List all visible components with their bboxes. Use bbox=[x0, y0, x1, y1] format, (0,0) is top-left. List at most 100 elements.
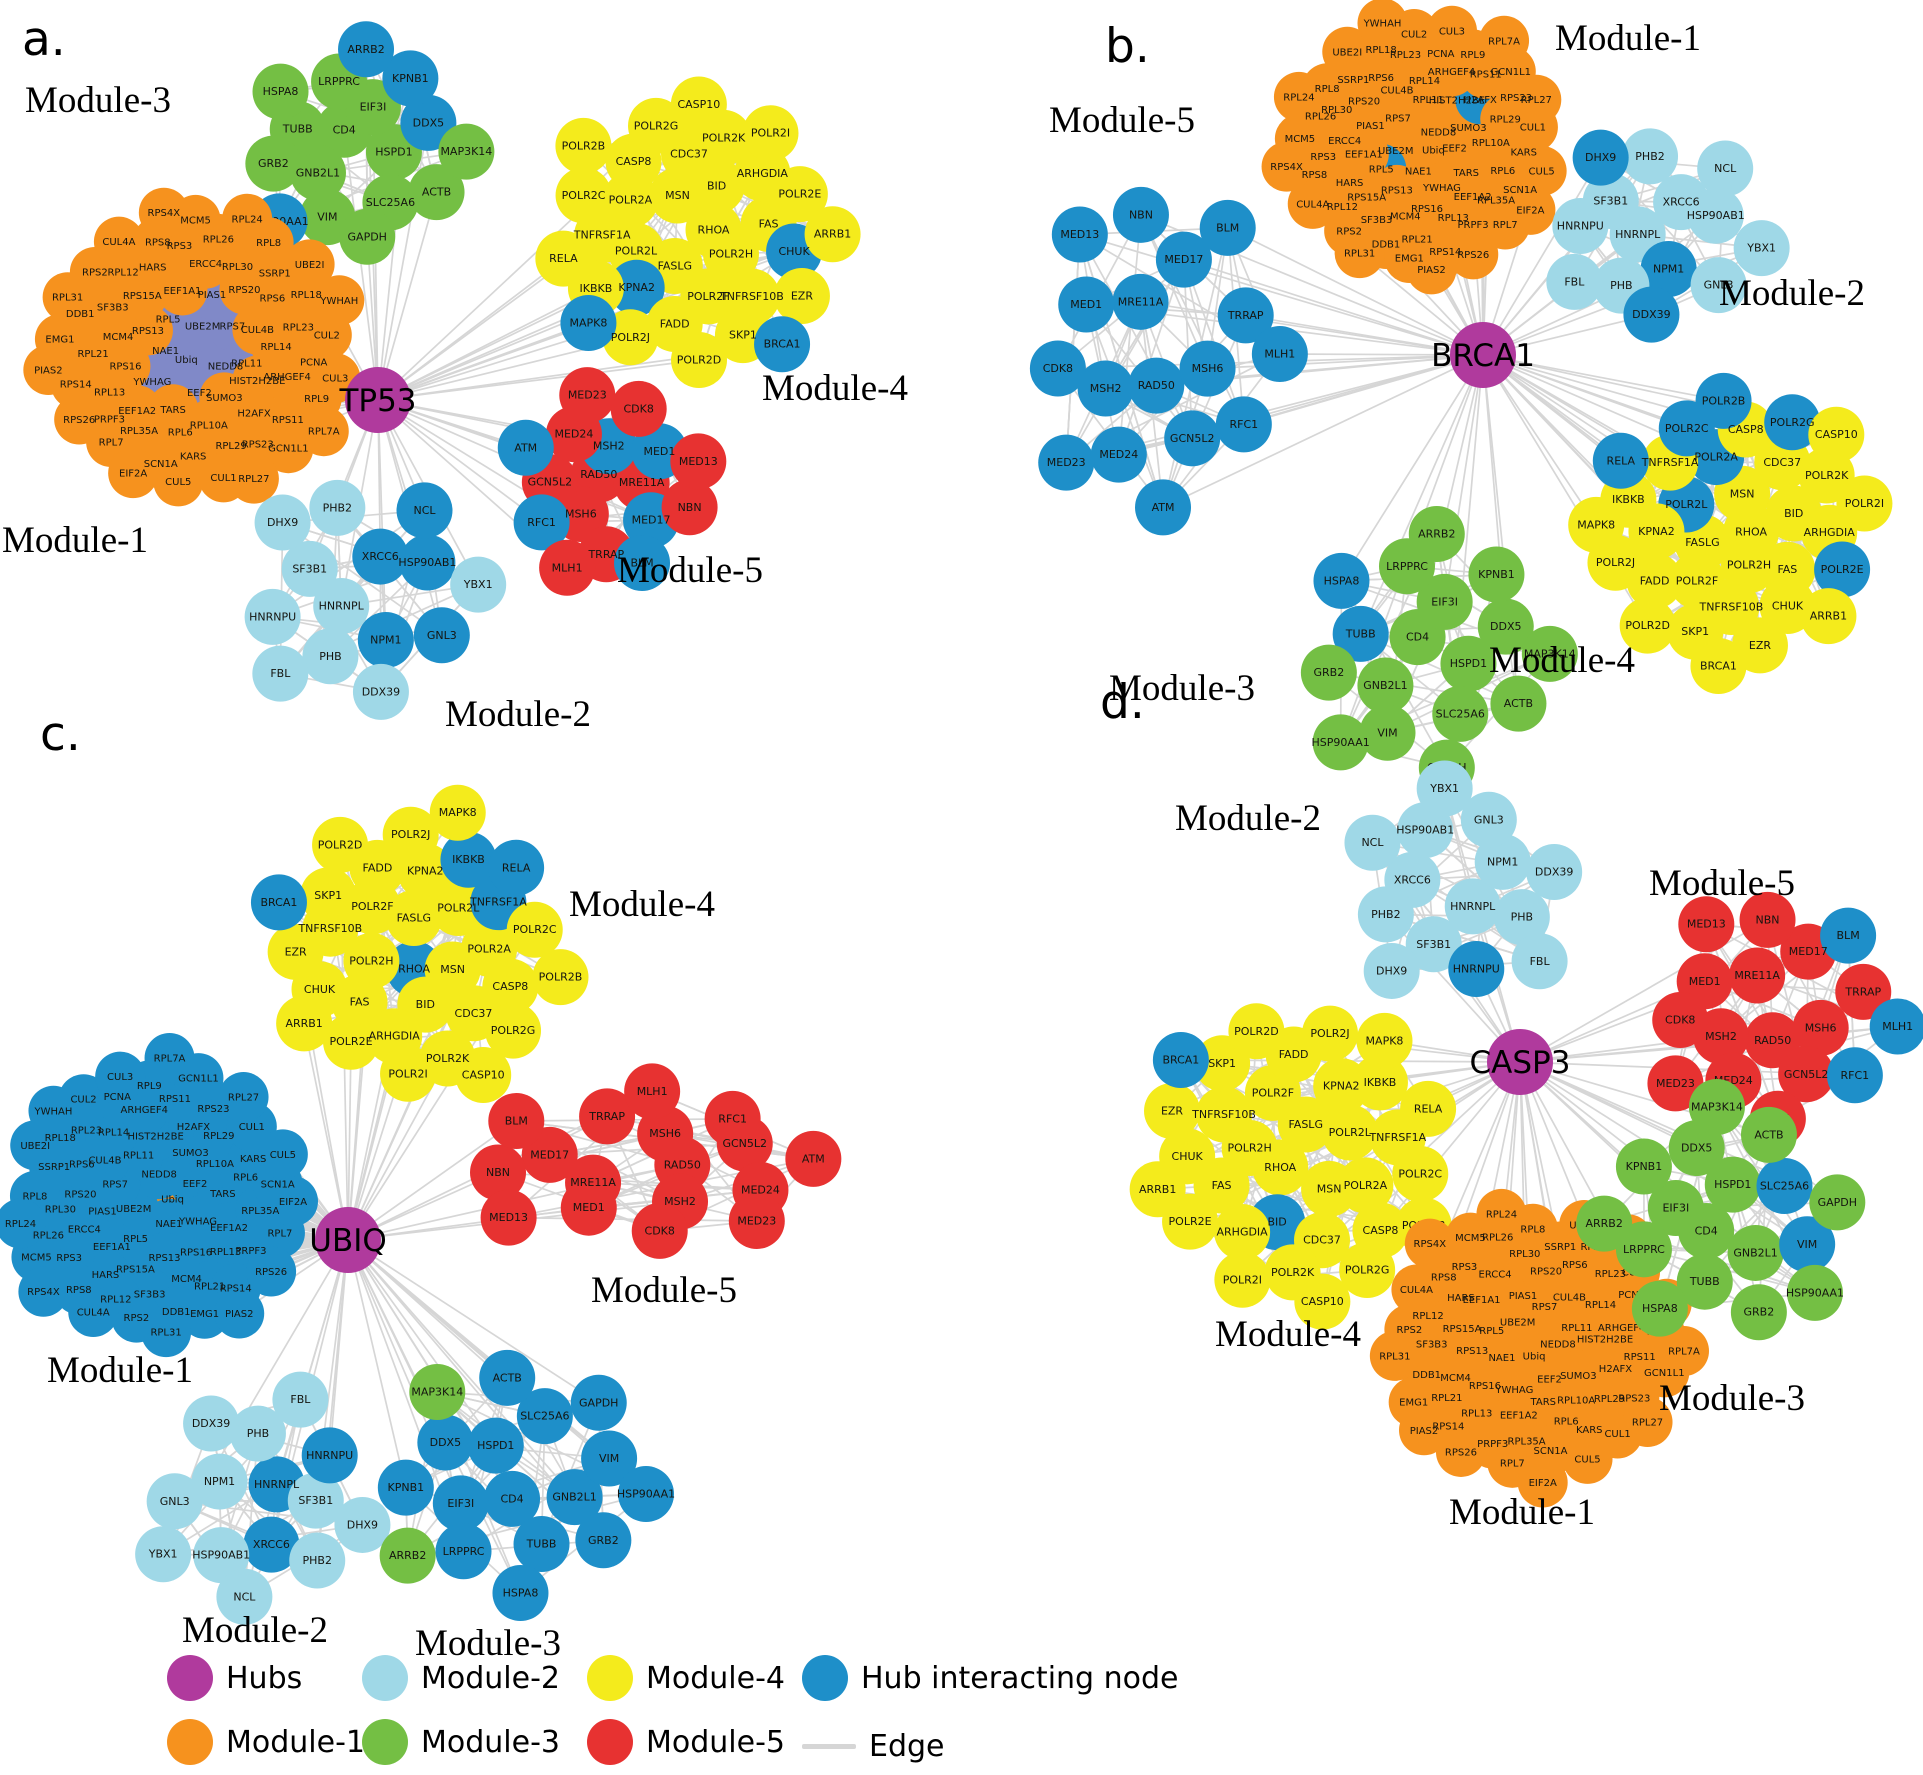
node-RAD50 bbox=[1128, 357, 1185, 414]
node-TNFRSF10B bbox=[1196, 1086, 1253, 1143]
node-MAP3K14 bbox=[438, 123, 495, 180]
hub-label-CASP3: CASP3 bbox=[1470, 1045, 1571, 1081]
node-KPNB1 bbox=[382, 50, 439, 107]
node-VIM bbox=[1359, 704, 1416, 761]
node-PHB bbox=[302, 628, 359, 685]
edge bbox=[1482, 354, 1724, 402]
node-EMG1 bbox=[179, 1288, 230, 1339]
node-BLM bbox=[614, 534, 671, 591]
node-GNB2L1 bbox=[289, 144, 346, 201]
node-ARRB1 bbox=[276, 995, 333, 1052]
legend-item-edge: Edge bbox=[802, 1729, 945, 1764]
node-GCN5L2 bbox=[1164, 410, 1221, 467]
edge bbox=[1443, 354, 1484, 602]
module-title-module-2-panel-a: Module-2 bbox=[445, 694, 591, 735]
hub-interacting-node-swatch-icon bbox=[802, 1655, 848, 1701]
node-NBN bbox=[1112, 186, 1169, 243]
node-MSH6 bbox=[637, 1105, 694, 1162]
node-POLR2B bbox=[555, 117, 612, 174]
node-POLR2G bbox=[628, 97, 685, 154]
node-RPL24 bbox=[1273, 71, 1324, 122]
node-YBX1 bbox=[135, 1526, 192, 1583]
node-PHB2 bbox=[1357, 886, 1414, 943]
legend-label: Hubs bbox=[226, 1660, 303, 1696]
legend-label: Module-5 bbox=[646, 1724, 785, 1760]
node-RPL27 bbox=[228, 453, 279, 504]
hub-swatch-icon bbox=[167, 1655, 213, 1701]
node-POLR2G bbox=[1339, 1242, 1396, 1299]
node-CUL3 bbox=[1426, 5, 1477, 56]
node-ARRB2 bbox=[1576, 1195, 1633, 1252]
legend-label: Module-3 bbox=[421, 1724, 560, 1760]
node-BRCA1 bbox=[754, 316, 811, 373]
panel-letter-a: a. bbox=[22, 12, 66, 67]
node-RPS26 bbox=[1435, 1426, 1486, 1477]
hub-node-TP53 bbox=[345, 367, 411, 433]
node-DHX9 bbox=[1572, 129, 1629, 186]
legend-item-hubs: Hubs bbox=[167, 1655, 302, 1701]
node-XRCC6 bbox=[243, 1516, 300, 1573]
node-ATM bbox=[785, 1130, 842, 1187]
node-MED23 bbox=[1647, 1055, 1704, 1112]
node-MSH6 bbox=[1179, 340, 1236, 397]
node-HSPA8 bbox=[492, 1565, 549, 1622]
node-CUL5 bbox=[1516, 145, 1567, 196]
panel-letter-c: c. bbox=[40, 707, 81, 762]
edge bbox=[1162, 354, 1484, 509]
node-TRRAP bbox=[1217, 287, 1274, 344]
legend-label: Module-1 bbox=[226, 1724, 365, 1760]
node-POLR2I bbox=[742, 105, 799, 162]
node-KPNB1 bbox=[1468, 546, 1525, 603]
edge bbox=[377, 322, 589, 401]
node-EIF3I bbox=[1416, 573, 1473, 630]
node-SLC25A6 bbox=[1432, 685, 1489, 742]
node-POLR2D bbox=[1619, 597, 1676, 654]
node-BLM bbox=[1820, 907, 1877, 964]
node-POLR2E bbox=[771, 166, 828, 223]
hub-label-UBIQ: UBIQ bbox=[309, 1223, 387, 1259]
node-POLR2D bbox=[1228, 1003, 1285, 1060]
hub-node-BRCA1 bbox=[1450, 322, 1516, 388]
edge bbox=[1482, 157, 1602, 356]
module-5-swatch-icon bbox=[587, 1719, 633, 1765]
node-MAP3K14 bbox=[1521, 625, 1578, 682]
node-POLR2C bbox=[555, 167, 612, 224]
node-POLR2C bbox=[506, 901, 563, 958]
node-MED13 bbox=[670, 433, 727, 490]
node-XRCC6 bbox=[352, 528, 409, 585]
module-title-module-1-panel-a: Module-1 bbox=[2, 520, 148, 561]
edge bbox=[1359, 354, 1484, 635]
legend-item-module-1: Module-1 bbox=[167, 1719, 365, 1765]
node-GRB2 bbox=[1300, 644, 1357, 701]
node-RFC1 bbox=[1826, 1047, 1883, 1104]
node-FBL bbox=[1546, 253, 1603, 310]
node-POLR2L bbox=[1321, 1104, 1378, 1161]
node-CUL3 bbox=[95, 1051, 146, 1102]
node-POLR2I bbox=[1836, 475, 1893, 532]
node-RPS26 bbox=[246, 1246, 297, 1297]
edge bbox=[347, 1239, 407, 1488]
node-DDX39 bbox=[183, 1395, 240, 1452]
module-title-module-2-panel-b: Module-2 bbox=[1719, 273, 1865, 314]
node-MLH1 bbox=[539, 539, 596, 596]
node-CASP10 bbox=[1294, 1273, 1351, 1330]
module-title-module-5-panel-c: Module-5 bbox=[591, 1270, 737, 1311]
node-MED13 bbox=[1051, 206, 1108, 263]
node-HNRNPL bbox=[1444, 878, 1501, 935]
node-BRCA1 bbox=[1152, 1031, 1209, 1088]
node-VIM bbox=[1779, 1216, 1836, 1273]
node-DDX39 bbox=[1526, 843, 1583, 900]
node-POLR2H bbox=[702, 225, 759, 282]
node-POLR2A bbox=[1337, 1157, 1394, 1214]
node-GAPDH bbox=[570, 1374, 627, 1431]
legend-item-module-5: Module-5 bbox=[587, 1719, 785, 1765]
node-DDX5 bbox=[417, 1414, 474, 1471]
node-PIAS2 bbox=[214, 1288, 265, 1339]
node-PHB2 bbox=[289, 1532, 346, 1589]
node-EIF3I bbox=[432, 1475, 489, 1532]
labels-panel-b: BRCA1 Module-5 Module-1 Module-2 Module-4 Mod… bbox=[1049, 18, 1865, 709]
node-POLR2J bbox=[1302, 1005, 1359, 1062]
node-DHX9 bbox=[1363, 942, 1420, 999]
node-RPL31 bbox=[1369, 1330, 1420, 1381]
